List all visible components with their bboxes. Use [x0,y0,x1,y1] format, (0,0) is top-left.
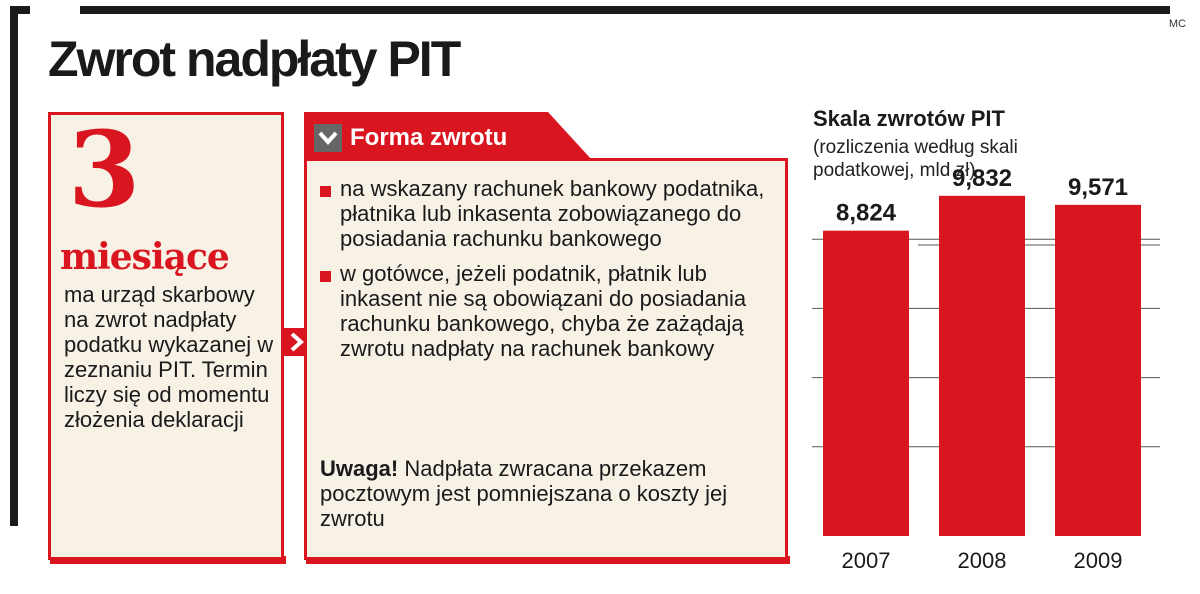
bullet-list: na wskazany rachunek bankowy podatnika, … [318,176,778,371]
note: Uwaga! Nadpłata zwracana przekazem poczt… [320,456,780,531]
left-panel [48,112,284,560]
frame-notch [30,6,80,14]
bullet-square-icon [320,186,331,197]
list-item: na wskazany rachunek bankowy podatnika, … [318,176,778,251]
chart-subtitle: (rozliczenia według skali podatkowej, ml… [813,137,1018,181]
x-tick-label: 2007 [842,548,891,573]
frame-left-rule [10,6,18,526]
bar [823,230,909,536]
data-label: 8,824 [836,200,897,227]
credit: MC [1168,18,1186,30]
big-number: 3 [68,108,141,231]
note-label: Uwaga! [320,456,399,481]
data-label: 9,571 [1068,174,1128,201]
frame-top-rule [10,6,1170,14]
bullet-square-icon [320,271,331,282]
chart-title: Skala zwrotów PIT [813,106,1005,131]
left-panel-text: ma urząd skarbowy na zwrot nadpłaty poda… [64,282,274,432]
data-label: 9,832 [952,165,1012,192]
list-item-text: w gotówce, jeżeli podatnik, płatnik lub … [340,261,747,361]
left-panel-shadow [50,556,286,564]
bar [1055,204,1141,537]
big-number-unit: miesiące [60,236,230,278]
bar [939,195,1025,536]
x-tick-label: 2008 [958,548,1007,573]
x-tick-label: 2009 [1074,548,1123,573]
note-text: Nadpłata zwracana przekazem pocztowym je… [320,456,728,531]
list-item-text: na wskazany rachunek bankowy podatnika, … [340,176,765,251]
page-title: Zwrot nadpłaty PIT [48,31,461,87]
mid-panel [304,158,788,560]
mid-panel-shadow [306,556,790,564]
list-item: w gotówce, jeżeli podatnik, płatnik lub … [318,261,778,361]
section-tab-label: Forma zwrotu [350,124,508,151]
chevron-down-icon [314,124,342,152]
